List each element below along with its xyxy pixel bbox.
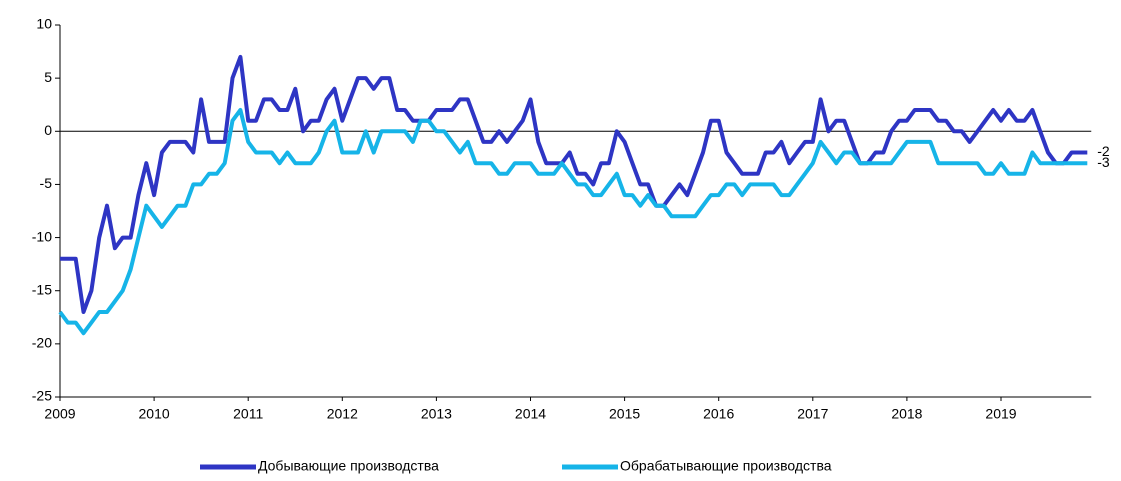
- y-tick-label: -5: [40, 175, 53, 191]
- x-tick-label: 2017: [797, 406, 828, 422]
- y-tick-label: -20: [32, 335, 52, 351]
- y-tick-label: -15: [32, 281, 52, 297]
- y-tick-label: 0: [44, 122, 52, 138]
- series-line: [60, 54, 1088, 314]
- series-line: [58, 108, 1088, 336]
- x-tick-label: 2012: [327, 406, 358, 422]
- y-tick-label: 10: [36, 16, 52, 32]
- x-tick-label: 2014: [515, 406, 546, 422]
- end-label: -3: [1097, 154, 1110, 170]
- x-tick-label: 2013: [421, 406, 452, 422]
- x-tick-label: 2016: [703, 406, 734, 422]
- x-tick-label: 2009: [44, 406, 75, 422]
- x-tick-label: 2018: [891, 406, 922, 422]
- legend-label: Обрабатывающие производства: [620, 458, 832, 474]
- x-tick-label: 2019: [985, 406, 1016, 422]
- end-label: -2: [1097, 143, 1110, 159]
- x-tick-label: 2011: [233, 406, 263, 422]
- x-tick-label: 2015: [609, 406, 640, 422]
- legend-label: Добывающие производства: [258, 458, 439, 474]
- x-tick-label: 2010: [139, 406, 170, 422]
- y-tick-label: 5: [44, 69, 52, 85]
- y-tick-label: -10: [32, 228, 52, 244]
- y-tick-label: -25: [32, 388, 52, 404]
